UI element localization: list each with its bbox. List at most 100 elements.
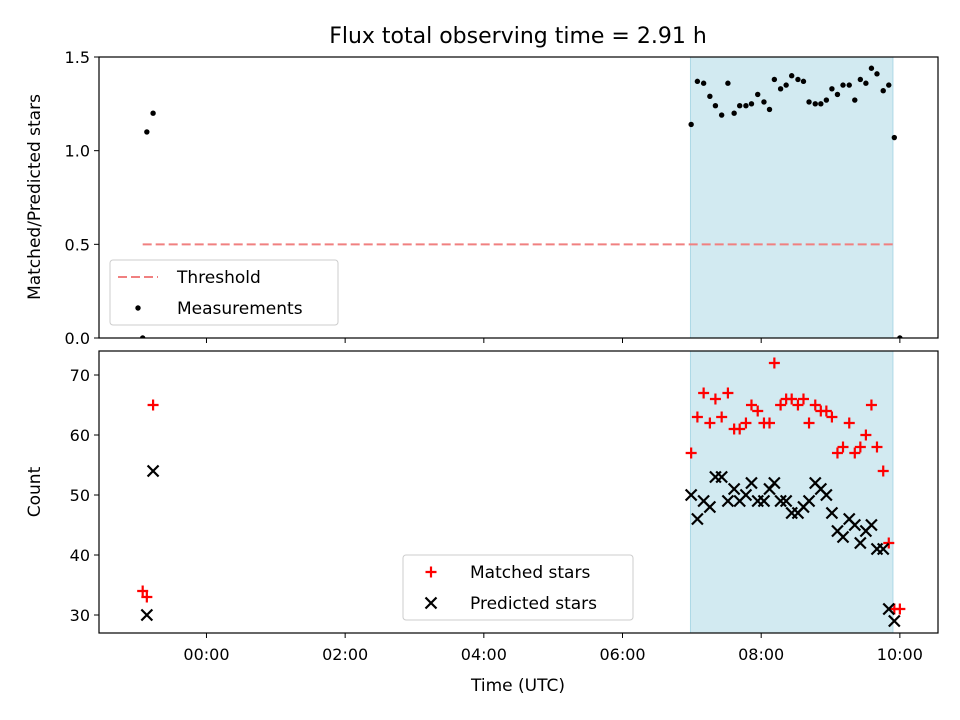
matched-stars-point [865, 399, 877, 411]
measurements-point [725, 80, 731, 86]
legend-predicted-stars-swatch [424, 596, 438, 610]
predicted-stars-point [727, 482, 741, 496]
predicted-stars-point [854, 536, 867, 550]
predicted-stars-point [768, 476, 781, 490]
predicted-stars-point [848, 518, 862, 532]
bottom-y-tick-label: 60 [70, 426, 90, 445]
top-y-tick-label: 1.5 [65, 48, 90, 67]
x-tick-label: 10:00 [877, 645, 923, 664]
x-tick-label: 06:00 [599, 645, 645, 664]
matched-stars-point [860, 429, 872, 441]
measurements-point [886, 82, 892, 88]
x-axis-label: Time (UTC) [470, 676, 565, 696]
legend-box [402, 554, 634, 621]
matched-stars-point [883, 537, 895, 549]
legend-predicted-stars-label: Predicted stars [470, 594, 597, 614]
legend-measurements-swatch [135, 305, 141, 311]
observing-window-shading [689, 56, 894, 339]
predicted-stars-point [779, 494, 793, 508]
measurements-point [818, 101, 824, 107]
predicted-stars-point [684, 488, 698, 502]
predicted-stars-point [802, 494, 816, 508]
matched-stars-point [792, 399, 804, 411]
measurements-point [829, 86, 835, 92]
measurements-point [731, 110, 737, 116]
measurements-point [783, 82, 789, 88]
measurements-point [743, 103, 749, 109]
measurements-point [748, 101, 755, 107]
matched-stars-point [745, 399, 757, 411]
measurements-point [766, 106, 773, 113]
matched-stars-point [803, 417, 815, 429]
measurements-point [812, 101, 818, 107]
legend-matched-stars-label: Matched stars [470, 563, 590, 583]
predicted-stars-point [836, 530, 850, 544]
matched-stars-point [871, 441, 883, 453]
predicted-stars-point [146, 464, 160, 478]
predicted-stars-point [888, 614, 901, 628]
legend-matched-stars-swatch [425, 566, 437, 578]
measurements-point [139, 335, 146, 338]
top-y-tick-label: 0.5 [65, 235, 90, 254]
measurements-point [874, 71, 880, 77]
predicted-stars-point [691, 512, 704, 526]
measurements-point [852, 97, 858, 103]
matched-stars-point [141, 591, 153, 603]
matched-stars-point [775, 399, 787, 411]
measurements-point [150, 110, 156, 116]
predicted-stars-point [825, 506, 839, 520]
matched-stars-point [786, 393, 798, 405]
matched-stars-point [709, 393, 721, 405]
matched-stars-point [843, 417, 855, 429]
matched-stars-point [837, 441, 849, 453]
observing-window-shading [689, 350, 894, 634]
x-tick-label: 02:00 [322, 645, 368, 664]
top-data-points [139, 65, 903, 338]
matched-stars-point [826, 411, 838, 423]
measurements-point [868, 65, 875, 71]
matched-stars-point [752, 405, 764, 417]
bottom-y-tick-label: 70 [70, 366, 90, 385]
matched-stars-point [764, 417, 776, 429]
measurements-point [897, 335, 903, 338]
bottom-axes-frame [98, 350, 939, 634]
bottom-panel: 30 40 50 60 70 00:00 02:00 04:00 06:00 08:00 10:00… [70, 350, 939, 664]
matched-stars-point [797, 393, 809, 405]
matched-stars-point [698, 387, 710, 399]
predicted-stars-point [876, 542, 890, 556]
measurements-point [788, 73, 795, 79]
top-panel: 0.0 0.5 1.0 1.5 Threshold Measurements [65, 48, 939, 348]
measurements-point [846, 82, 852, 88]
measurements-point [718, 112, 725, 118]
predicted-stars-point [140, 608, 154, 622]
bottom-y-tick-label: 50 [70, 486, 90, 505]
measurements-point [771, 76, 778, 83]
measurements-point [694, 78, 701, 85]
bottom-y-tick-label: 30 [70, 606, 90, 625]
matched-stars-point [809, 399, 821, 411]
top-legend: Threshold Measurements [109, 259, 339, 326]
x-tick-label: 04:00 [461, 645, 507, 664]
measurements-point [857, 76, 864, 83]
predicted-stars-point [703, 500, 717, 514]
measurements-point [840, 82, 846, 88]
top-y-tick-label: 1.0 [65, 142, 90, 161]
legend-box [109, 259, 339, 326]
matched-stars-point [716, 411, 728, 423]
predicted-stars-point [739, 488, 753, 502]
measurements-point [806, 99, 812, 105]
predicted-stars-point [745, 476, 758, 490]
measurements-point [795, 76, 801, 83]
legend-threshold-label: Threshold [176, 268, 261, 288]
matched-stars-point [147, 399, 159, 411]
legend-measurements-label: Measurements [177, 299, 303, 319]
matched-stars-point [820, 405, 832, 417]
matched-stars-point [877, 465, 889, 477]
predicted-stars-point [865, 518, 878, 532]
matched-stars-point [137, 585, 149, 597]
measurements-point [712, 103, 719, 109]
matched-stars-point [691, 411, 703, 423]
measurements-point [144, 129, 150, 135]
measurements-point [863, 80, 869, 86]
